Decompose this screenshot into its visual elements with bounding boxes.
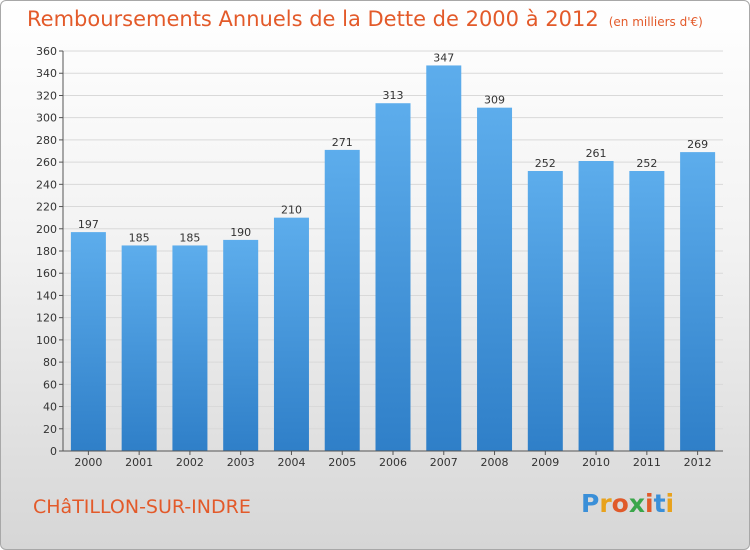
logo-letter: o xyxy=(611,489,629,518)
y-tick-label: 140 xyxy=(36,289,57,302)
y-tick-label: 320 xyxy=(36,89,57,102)
y-tick-label: 300 xyxy=(36,112,57,125)
bar xyxy=(578,161,614,451)
bar xyxy=(223,239,259,451)
bar-value-label: 190 xyxy=(230,226,251,239)
logo-letter: t xyxy=(653,489,666,518)
bar-value-label: 269 xyxy=(687,138,708,151)
bar-value-label: 185 xyxy=(129,231,150,244)
y-tick-label: 0 xyxy=(50,445,57,458)
bar xyxy=(527,171,563,451)
logo-letter: x xyxy=(628,489,645,518)
bar xyxy=(426,65,462,451)
city-name: CHâTILLON-SUR-INDRE xyxy=(33,496,251,518)
y-tick-label: 240 xyxy=(36,178,57,191)
y-tick-label: 340 xyxy=(36,67,57,80)
bar-value-label: 347 xyxy=(433,51,454,64)
labels: 0 20 40 60 80 100 120 140 160 180 200 220 240 260 280 3… xyxy=(36,45,712,469)
logo-letter: i xyxy=(665,489,675,518)
x-tick-label: 2012 xyxy=(684,456,712,469)
proxiti-logo[interactable]: Proxiti xyxy=(581,489,674,518)
y-tick-label: 200 xyxy=(36,223,57,236)
y-tick-label: 40 xyxy=(43,401,57,414)
x-tick-label: 2005 xyxy=(328,456,356,469)
bar xyxy=(375,103,411,451)
bar xyxy=(121,245,157,451)
x-tick-label: 2010 xyxy=(582,456,610,469)
bar xyxy=(629,171,665,451)
axes xyxy=(59,50,723,455)
x-tick-label: 2011 xyxy=(633,456,661,469)
x-tick-label: 2003 xyxy=(227,456,255,469)
bar xyxy=(477,107,513,452)
chart-title: Remboursements Annuels de la Dette de 20… xyxy=(27,7,703,31)
bar-value-label: 261 xyxy=(586,147,607,160)
x-tick-label: 2009 xyxy=(531,456,559,469)
bar xyxy=(324,149,360,451)
logo-letter: i xyxy=(645,489,654,518)
y-tick-label: 20 xyxy=(43,423,57,436)
x-tick-label: 2008 xyxy=(481,456,509,469)
bar-value-label: 210 xyxy=(281,204,302,217)
x-tick-label: 2001 xyxy=(125,456,153,469)
y-tick-label: 220 xyxy=(36,201,57,214)
bar-value-label: 309 xyxy=(484,94,505,107)
bars xyxy=(70,65,716,452)
x-tick-label: 2007 xyxy=(430,456,458,469)
bar-value-label: 313 xyxy=(383,89,404,102)
bar-value-label: 185 xyxy=(179,231,200,244)
x-tick-label: 2002 xyxy=(176,456,204,469)
y-tick-label: 180 xyxy=(36,245,57,258)
bar xyxy=(273,217,309,451)
y-tick-label: 160 xyxy=(36,267,57,280)
bar xyxy=(172,245,208,451)
x-tick-label: 2006 xyxy=(379,456,407,469)
x-tick-label: 2000 xyxy=(74,456,102,469)
chart-subtitle: (en milliers d'€) xyxy=(608,15,703,29)
bar-value-label: 252 xyxy=(535,157,556,170)
bar-value-label: 271 xyxy=(332,136,353,149)
bar xyxy=(680,152,716,451)
logo-letter: P xyxy=(581,489,600,518)
y-tick-label: 120 xyxy=(36,312,57,325)
y-tick-label: 60 xyxy=(43,378,57,391)
y-tick-label: 280 xyxy=(36,134,57,147)
y-tick-label: 360 xyxy=(36,45,57,58)
y-tick-label: 260 xyxy=(36,156,57,169)
y-tick-label: 100 xyxy=(36,334,57,347)
bar xyxy=(70,232,106,451)
bar-value-label: 252 xyxy=(636,157,657,170)
logo-letter: r xyxy=(599,489,612,518)
y-tick-label: 80 xyxy=(43,356,57,369)
x-tick-label: 2004 xyxy=(277,456,305,469)
chart-title-text: Remboursements Annuels de la Dette de 20… xyxy=(27,7,599,31)
bar-value-label: 197 xyxy=(78,218,99,231)
